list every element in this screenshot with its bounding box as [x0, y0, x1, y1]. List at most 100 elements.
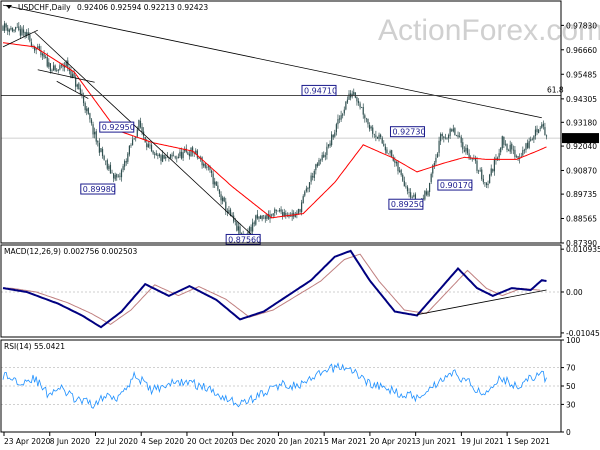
- candle-body: [277, 210, 279, 212]
- candle: [124, 159, 126, 171]
- candle-body: [403, 180, 405, 187]
- candle-body: [177, 156, 179, 159]
- candle: [465, 144, 467, 155]
- candle-body: [147, 144, 149, 148]
- candle: [511, 142, 513, 154]
- candle-body: [436, 153, 439, 158]
- candle-body: [195, 150, 197, 154]
- candle: [539, 126, 541, 132]
- candle-body: [116, 174, 118, 178]
- candle-body: [252, 222, 254, 232]
- candle: [177, 153, 179, 159]
- candle-body: [447, 135, 450, 139]
- candle-body: [503, 136, 505, 145]
- time-tick-label: 4 Sep 2020: [141, 437, 184, 446]
- candle: [188, 151, 191, 160]
- candle-body: [531, 139, 533, 141]
- candle: [277, 210, 279, 212]
- candle: [13, 29, 15, 33]
- candle-body: [365, 118, 367, 120]
- candle-body: [474, 158, 477, 161]
- candle-body: [22, 29, 25, 33]
- candle: [353, 88, 355, 96]
- candle: [89, 112, 91, 123]
- candle-body: [278, 210, 281, 212]
- candle-body: [71, 74, 74, 79]
- candle-body: [285, 213, 287, 216]
- candle: [484, 182, 486, 187]
- candle: [62, 62, 64, 72]
- candle: [356, 96, 358, 106]
- candle: [508, 148, 510, 152]
- candle-body: [161, 154, 164, 162]
- candle: [190, 147, 192, 157]
- candle: [444, 133, 446, 140]
- fib-label: 61.8: [547, 85, 564, 94]
- candle-body: [372, 127, 374, 134]
- candle: [92, 121, 94, 139]
- candle-body: [413, 195, 415, 197]
- candle-body: [410, 192, 412, 198]
- price-tick-label: 0.93180: [566, 118, 597, 127]
- candle-body: [370, 126, 372, 129]
- candle-body: [545, 135, 548, 137]
- candle: [161, 150, 164, 163]
- candle: [542, 120, 544, 130]
- candle-body: [465, 147, 467, 152]
- candle: [174, 155, 176, 160]
- candle: [468, 149, 470, 161]
- candle-body: [425, 191, 428, 195]
- candle: [73, 69, 75, 79]
- time-tick-label: 20 Jan 2021: [278, 437, 323, 446]
- candle: [343, 106, 345, 116]
- candle-body: [517, 156, 519, 160]
- candle-body: [530, 139, 532, 141]
- candle: [155, 150, 157, 157]
- candle: [150, 142, 153, 153]
- candle: [122, 163, 124, 173]
- candle-body: [408, 192, 410, 194]
- candle-body: [389, 150, 391, 154]
- candle: [378, 132, 380, 142]
- price-label-box: [389, 126, 425, 138]
- candle-body: [544, 127, 546, 136]
- candle-body: [297, 209, 300, 214]
- candle: [473, 154, 475, 161]
- candle-body: [443, 136, 445, 139]
- candle: [152, 150, 154, 155]
- candle: [384, 143, 386, 154]
- candle-body: [182, 152, 184, 158]
- candle-body: [82, 96, 85, 104]
- candle: [327, 144, 330, 149]
- candle: [84, 101, 86, 114]
- candle: [485, 181, 488, 188]
- candle: [27, 28, 29, 40]
- candle-body: [54, 65, 56, 71]
- candle: [201, 156, 203, 169]
- candle-body: [299, 209, 301, 212]
- candle: [264, 214, 266, 223]
- candle-body: [319, 159, 322, 161]
- candle: [337, 114, 339, 129]
- candle: [111, 169, 113, 174]
- dropdown-triangle-icon[interactable]: [6, 5, 12, 9]
- candle-body: [97, 140, 99, 143]
- price-label-text: 0.90170: [440, 181, 473, 190]
- candle-body: [397, 161, 399, 172]
- candle: [528, 137, 530, 150]
- candle-body: [128, 145, 130, 155]
- candle-body: [228, 210, 230, 213]
- candle-body: [449, 128, 451, 136]
- price-label-box: [301, 84, 337, 96]
- candle-body: [65, 61, 67, 67]
- candle-body: [282, 212, 284, 217]
- candle-body: [368, 124, 371, 130]
- candle-body: [210, 170, 213, 174]
- candle-body: [56, 70, 58, 71]
- trendline: [34, 31, 257, 239]
- candle: [160, 154, 162, 165]
- candle: [125, 158, 127, 166]
- candle: [370, 125, 372, 131]
- rsi-pane-title: RSI(14) 55.0421: [4, 342, 65, 351]
- candle: [180, 147, 183, 160]
